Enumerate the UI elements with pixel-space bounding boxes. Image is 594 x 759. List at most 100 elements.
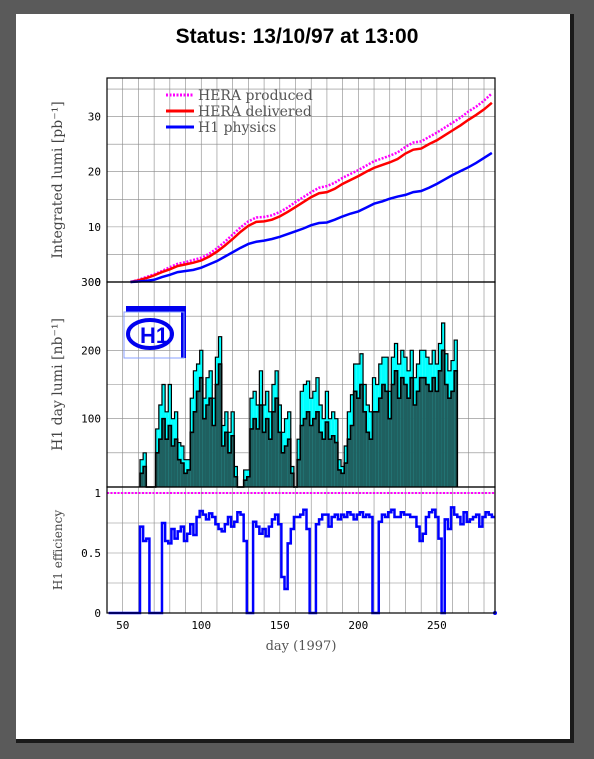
- h1-day-bar: [297, 459, 301, 487]
- h1-day-bar: [397, 398, 401, 487]
- day-lumi-panel: 100 200 300 H1 day lumi [nb⁻¹]: [50, 276, 496, 488]
- h1-day-bar: [312, 418, 316, 487]
- h1-day-bar: [363, 411, 367, 487]
- y-axis-label: H1 day lumi [nb⁻¹]: [50, 318, 66, 451]
- h1-day-bar: [231, 435, 235, 487]
- h1-day-bar: [275, 398, 279, 487]
- y-axis-label: Integrated lumi [pb⁻¹]: [50, 101, 66, 258]
- y-tick-label: 0: [94, 607, 101, 620]
- h1-day-bar: [268, 439, 272, 487]
- h1-efficiency-step: [108, 506, 495, 615]
- y-tick-label: 200: [81, 344, 101, 357]
- h1-day-bar: [158, 439, 162, 487]
- h1-day-bar: [441, 350, 445, 487]
- h1-day-bar: [165, 439, 169, 487]
- h1-day-bar: [278, 432, 282, 487]
- h1-day-bar: [287, 439, 291, 487]
- h1-day-bar: [199, 377, 203, 487]
- h1-day-bar: [190, 432, 194, 487]
- h1-day-bar: [306, 411, 310, 487]
- h1-day-bar: [259, 405, 263, 487]
- h1-day-bar: [359, 384, 364, 487]
- h1-day-bar: [356, 398, 360, 487]
- y-tick-label: 10: [88, 221, 101, 234]
- x-tick-label: 250: [427, 619, 447, 632]
- h1-day-bar: [221, 446, 225, 487]
- h1-day-bar: [416, 391, 420, 487]
- h1-day-outline: [139, 349, 459, 488]
- page-frame: [16, 14, 574, 743]
- h1-logo: H1: [123, 306, 186, 359]
- h1-day-bar: [171, 446, 175, 487]
- h1-day-bar: [407, 398, 411, 487]
- h1-day-bar: [341, 473, 345, 487]
- h1-day-bar: [422, 377, 426, 487]
- panel-frame: [106, 486, 496, 614]
- h1-day-bar: [143, 466, 147, 487]
- h1-day-bar: [388, 418, 392, 487]
- h1-day-bar: [381, 384, 386, 487]
- page-title: Status: 13/10/97 at 13:00: [175, 25, 419, 48]
- y-tick-label: 1: [94, 487, 101, 500]
- h1-day-bar: [281, 452, 285, 487]
- h1-day-bar: [451, 391, 455, 487]
- h1-day-bar: [410, 377, 414, 487]
- hera-day-outline: [139, 322, 458, 488]
- h1-day-bar: [227, 452, 232, 487]
- h1-day-bar: [447, 398, 452, 487]
- h1-day-bar: [315, 411, 320, 487]
- h1-day-bar: [218, 364, 222, 487]
- h1-day-bar: [212, 425, 216, 487]
- y-tick-label: 300: [81, 276, 101, 289]
- h1-day-bar: [375, 411, 379, 487]
- h1-day-bar: [193, 411, 197, 487]
- series-line-h1-physics: [130, 151, 493, 284]
- h1-day-bar: [155, 452, 159, 487]
- h1-day-bar: [319, 432, 323, 487]
- h1-day-bar: [347, 439, 351, 487]
- h1-day-bar: [444, 384, 448, 487]
- efficiency-panel: 0 0.5 1 H1 efficiency 50 100 150 200 250 day (199…: [51, 486, 497, 654]
- h1-day-bar: [234, 476, 238, 487]
- h1-day-bar: [309, 425, 313, 487]
- h1-day-bar: [215, 384, 219, 487]
- h1-day-bar: [419, 377, 423, 487]
- h1-day-bar: [180, 463, 184, 487]
- h1-day-bar: [161, 418, 166, 487]
- h1-day-bar: [202, 418, 206, 487]
- h1-day-bar: [432, 377, 436, 487]
- h1-day-bar: [187, 469, 191, 487]
- h1-day-bar: [353, 391, 357, 487]
- x-tick-label: 150: [270, 619, 290, 632]
- h1-day-bar: [325, 422, 329, 487]
- h1-day-bar: [337, 469, 342, 487]
- series-line-hera-delivered: [130, 101, 493, 284]
- h1-day-bar: [322, 439, 326, 487]
- h1-day-bar: [253, 418, 257, 487]
- h1-day-bar: [290, 473, 294, 487]
- h1-day-bar: [243, 480, 247, 487]
- h1-day-bar: [271, 411, 276, 487]
- y-tick-label: 100: [81, 413, 101, 426]
- x-axis-label: day (1997): [266, 639, 337, 654]
- legend-label: HERA produced: [198, 88, 313, 104]
- h1-day-bar: [385, 391, 389, 487]
- h1-day-bar: [168, 425, 172, 487]
- h1-day-bar: [303, 418, 307, 487]
- h1-day-bar: [344, 463, 348, 487]
- y-tick-label: 20: [88, 166, 101, 179]
- h1-day-bar: [183, 473, 188, 487]
- h1-day-bar: [256, 428, 260, 487]
- h1-day-bar: [328, 439, 332, 487]
- h1-day-bar: [350, 425, 354, 487]
- h1-day-bar: [196, 391, 200, 487]
- legend-label: HERA delivered: [198, 104, 312, 120]
- h1-day-bar: [300, 425, 304, 487]
- h1-day-bar: [454, 370, 458, 487]
- h1-day-bar: [391, 384, 395, 487]
- h1-day-bar: [366, 432, 370, 487]
- x-tick-label: 100: [191, 619, 211, 632]
- legend-label: H1 physics: [198, 120, 276, 136]
- h1-day-bar: [369, 439, 373, 487]
